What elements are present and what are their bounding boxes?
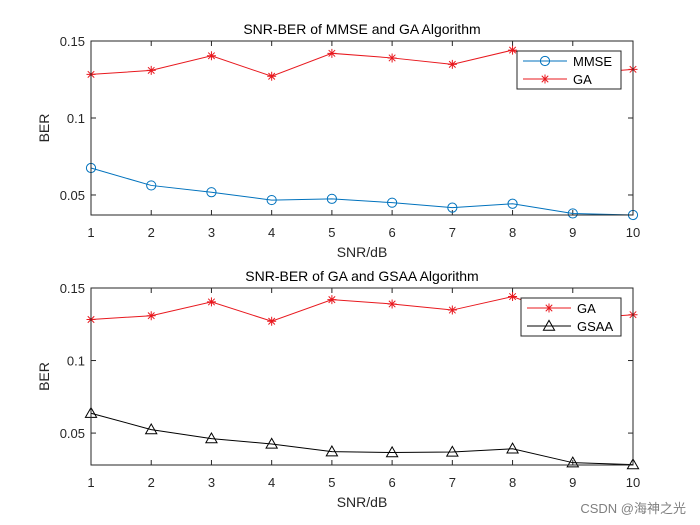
data-point-ga [448, 306, 457, 315]
x-tick-label: 9 [569, 475, 576, 490]
data-point-ga [508, 292, 517, 301]
y-axis-label: BER [36, 362, 52, 391]
data-point-ga [147, 311, 156, 320]
x-tick-label: 5 [328, 225, 335, 240]
x-tick-label: 5 [328, 475, 335, 490]
chart-title: SNR-BER of MMSE and GA Algorithm [243, 21, 480, 37]
data-point-ga [508, 46, 517, 55]
legend-label: MMSE [573, 54, 612, 69]
x-tick-label: 10 [626, 225, 640, 240]
data-point-ga [267, 72, 276, 81]
legend-label: GSAA [577, 319, 613, 334]
data-point-ga [388, 53, 397, 62]
y-tick-label: 0.15 [60, 281, 85, 296]
legend-marker [541, 75, 550, 84]
x-tick-label: 3 [208, 225, 215, 240]
y-tick-label: 0.05 [60, 426, 85, 441]
x-tick-label: 4 [268, 475, 275, 490]
data-point-ga [448, 60, 457, 69]
x-axis-label: SNR/dB [337, 494, 388, 510]
legend-marker [545, 304, 554, 313]
x-tick-label: 1 [87, 475, 94, 490]
x-tick-label: 10 [626, 475, 640, 490]
data-point-ga [327, 49, 336, 58]
bottom-subplot: SNR-BER of GA and GSAA Algorithm 1 2 3 4 5 6 7 8… [36, 268, 640, 510]
data-point-ga [147, 66, 156, 75]
y-tick-label: 0.15 [60, 34, 85, 49]
top-subplot: SNR-BER of MMSE and GA Algorithm 1 2 3 4 5 6 7 8… [36, 21, 640, 260]
data-point-ga [267, 317, 276, 326]
chart-title: SNR-BER of GA and GSAA Algorithm [245, 268, 478, 284]
x-tick-label: 7 [449, 475, 456, 490]
x-tick-label: 9 [569, 225, 576, 240]
y-tick-label: 0.1 [67, 111, 85, 126]
figure: SNR-BER of MMSE and GA Algorithm 1 2 3 4 5 6 7 8… [0, 0, 700, 525]
x-tick-label: 6 [388, 225, 395, 240]
y-tick-label: 0.05 [60, 188, 85, 203]
data-point-ga [388, 299, 397, 308]
legend-label: GA [577, 301, 596, 316]
x-tick-label: 6 [388, 475, 395, 490]
x-tick-label: 3 [208, 475, 215, 490]
legend-label: GA [573, 72, 592, 87]
data-point-ga [327, 295, 336, 304]
data-point-ga [207, 297, 216, 306]
x-tick-label: 8 [509, 225, 516, 240]
x-tick-label: 2 [148, 475, 155, 490]
x-tick-label: 1 [87, 225, 94, 240]
x-tick-label: 4 [268, 225, 275, 240]
x-tick-label: 7 [449, 225, 456, 240]
x-tick-label: 8 [509, 475, 516, 490]
data-point-ga [207, 51, 216, 60]
watermark: CSDN @海神之光 [580, 498, 686, 517]
y-tick-label: 0.1 [67, 354, 85, 369]
y-axis-label: BER [36, 114, 52, 143]
x-tick-label: 2 [148, 225, 155, 240]
x-axis-label: SNR/dB [337, 244, 388, 260]
